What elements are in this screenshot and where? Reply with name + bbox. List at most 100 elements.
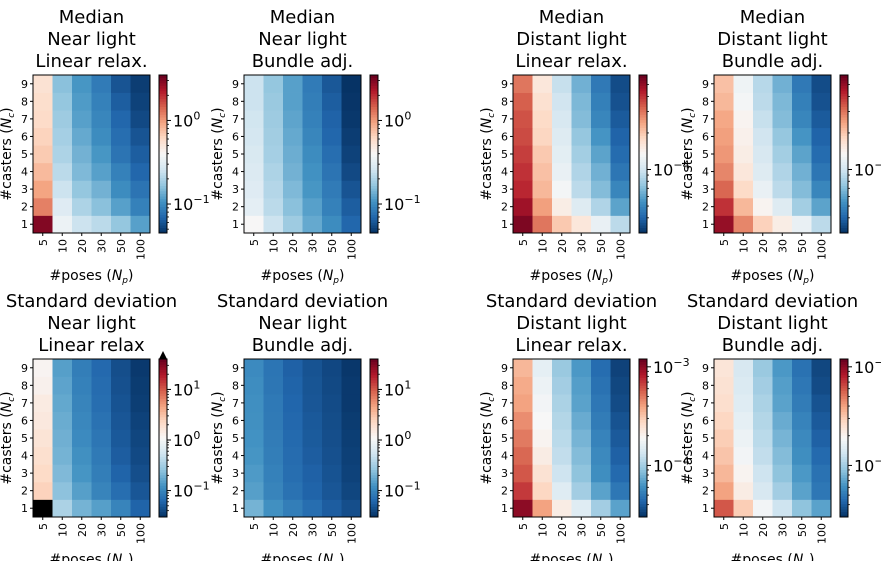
colorbar-segment bbox=[370, 127, 378, 131]
colorbar-segment bbox=[639, 398, 647, 402]
heatmap-cell bbox=[591, 197, 611, 216]
colorbar-segment bbox=[639, 209, 647, 213]
colorbar-segment bbox=[840, 501, 848, 505]
colorbar-segment bbox=[370, 111, 378, 115]
colorbar-segment bbox=[639, 130, 647, 134]
heatmap-cell bbox=[72, 197, 92, 216]
heatmap-cell bbox=[111, 110, 131, 129]
colorbar-segment bbox=[159, 217, 167, 221]
heatmap-cell bbox=[322, 481, 342, 500]
heatmap-cell bbox=[714, 394, 734, 413]
heatmap-cell bbox=[571, 127, 592, 146]
colorbar-segment bbox=[639, 501, 647, 505]
colorbar-segment bbox=[159, 180, 167, 184]
colorbar-segment bbox=[840, 103, 848, 107]
colorbar-segment bbox=[159, 196, 167, 200]
colorbar-segment bbox=[639, 390, 647, 394]
heatmap-cell bbox=[610, 215, 631, 234]
x-tick-label: 50 bbox=[326, 523, 339, 537]
colorbar-segment bbox=[840, 109, 848, 113]
heatmap-cell bbox=[283, 411, 303, 430]
heatmap-cell bbox=[714, 75, 734, 93]
x-tick-label: 5 bbox=[37, 523, 50, 530]
colorbar-segment bbox=[639, 185, 647, 189]
colorbar-segment bbox=[159, 359, 167, 363]
colorbar-segment bbox=[159, 93, 167, 97]
heatmap-cell bbox=[130, 429, 151, 448]
heatmap-cell bbox=[302, 92, 323, 111]
heatmap-cell bbox=[610, 92, 631, 111]
y-tick-label: 4 bbox=[501, 166, 508, 179]
y-tick-label: 5 bbox=[232, 148, 239, 161]
x-tick-label: 100 bbox=[134, 523, 147, 544]
colorbar-segment bbox=[159, 190, 167, 194]
colorbar-segment bbox=[370, 198, 378, 202]
colorbar-segment bbox=[370, 393, 378, 397]
x-tick-label: 10 bbox=[536, 523, 549, 537]
colorbar-segment bbox=[159, 416, 167, 420]
heatmap-cell bbox=[792, 359, 812, 377]
heatmap-cell bbox=[610, 376, 631, 395]
colorbar-segment bbox=[840, 372, 848, 376]
colorbar-segment bbox=[840, 385, 848, 389]
colorbar-segment bbox=[840, 448, 848, 452]
colorbar-segment bbox=[159, 369, 167, 373]
heatmap-cell bbox=[552, 180, 572, 199]
colorbar-segment bbox=[370, 501, 378, 505]
heatmap-cell bbox=[610, 446, 631, 465]
colorbar-segment bbox=[159, 385, 167, 389]
y-tick-label: 2 bbox=[501, 201, 508, 214]
colorbar-tick-label: 10−1 bbox=[173, 193, 210, 214]
colorbar-segment bbox=[159, 117, 167, 121]
colorbar-segment bbox=[840, 416, 848, 420]
heatmap-cell bbox=[733, 180, 754, 199]
heatmap-cell bbox=[283, 92, 303, 111]
colorbar-segment bbox=[840, 509, 848, 513]
heatmap-cell bbox=[341, 162, 362, 181]
colorbar-segment bbox=[370, 206, 378, 210]
colorbar-segment bbox=[159, 398, 167, 402]
heatmap-cell bbox=[52, 110, 73, 129]
panel-title-line: Standard deviation bbox=[217, 291, 388, 312]
heatmap-cell bbox=[33, 75, 53, 93]
heatmap-cell bbox=[33, 162, 53, 181]
panel-title-line: Distant light bbox=[516, 29, 626, 50]
colorbar-segment bbox=[639, 225, 647, 229]
heatmap-cell bbox=[302, 481, 323, 500]
heatmap-cell bbox=[571, 110, 592, 129]
colorbar-segment bbox=[159, 188, 167, 192]
x-tick-label: 5 bbox=[248, 523, 261, 530]
heatmap-cell bbox=[322, 464, 342, 483]
colorbar-segment bbox=[370, 201, 378, 205]
y-axis-label: #casters (Nc) bbox=[210, 391, 228, 484]
colorbar-segment bbox=[639, 117, 647, 121]
colorbar-segment bbox=[840, 443, 848, 447]
colorbar-segment bbox=[639, 432, 647, 436]
heatmap-cell bbox=[263, 376, 284, 395]
heatmap-cell bbox=[792, 464, 812, 483]
colorbar-segment bbox=[159, 495, 167, 499]
colorbar-segment bbox=[639, 385, 647, 389]
colorbar-segment bbox=[639, 366, 647, 370]
colorbar-segment bbox=[639, 230, 647, 234]
heatmap-cell bbox=[283, 145, 303, 164]
y-tick-label: 1 bbox=[21, 502, 28, 515]
colorbar-segment bbox=[639, 169, 647, 173]
colorbar-segment bbox=[370, 372, 378, 376]
heatmap-cell bbox=[811, 376, 832, 395]
colorbar-segment bbox=[639, 443, 647, 447]
heatmap-cell bbox=[753, 110, 773, 129]
heatmap-cell bbox=[302, 197, 323, 216]
colorbar-tick-label: 10−4 bbox=[653, 159, 690, 180]
heatmap-cell bbox=[263, 429, 284, 448]
heatmap-cell bbox=[244, 429, 264, 448]
colorbar-segment bbox=[159, 172, 167, 176]
heatmap-cell bbox=[322, 127, 342, 146]
colorbar-segment bbox=[840, 159, 848, 163]
heatmap-cell bbox=[302, 376, 323, 395]
colorbar-segment bbox=[370, 448, 378, 452]
heatmap-cell bbox=[513, 180, 533, 199]
heatmap-cell bbox=[591, 464, 611, 483]
colorbar-segment bbox=[840, 477, 848, 481]
colorbar-segment bbox=[370, 182, 378, 186]
